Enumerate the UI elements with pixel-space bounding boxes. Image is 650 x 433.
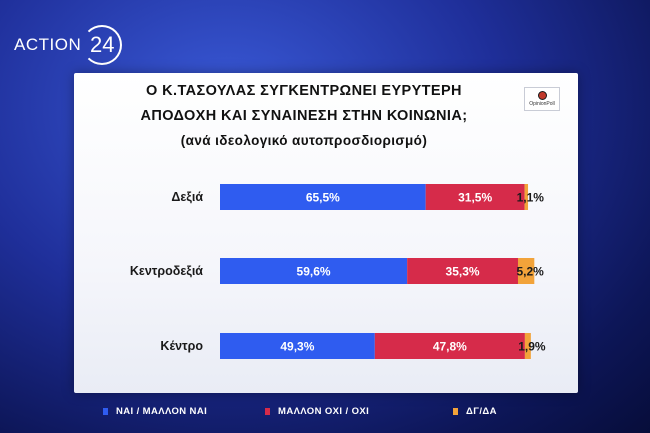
pollster-logo-text: OpinionPoll <box>529 101 555 107</box>
bar-segment-yes <box>220 258 408 284</box>
chart-subtitle: (ανά ιδεολογικό αυτοπροσδιορισμό) <box>180 133 428 148</box>
chart-title-line-2: ΑΠΟΔΟΧΗ ΚΑΙ ΣΥΝΑΙΝΕΣΗ ΣΤΗΝ ΚΟΙΝΩΝΙΑ; <box>140 108 468 124</box>
data-label-dk: 1,1% <box>517 191 545 205</box>
legend-item-dk: ΔΓ/ΔΑ <box>453 406 497 417</box>
bar-segment-dk <box>524 333 531 359</box>
legend-swatch-no <box>265 408 270 415</box>
data-label-yes: 49,3% <box>280 340 314 354</box>
bar-segment-no <box>407 258 518 284</box>
legend-swatch-yes <box>103 408 108 415</box>
data-label-no: 47,8% <box>433 340 467 354</box>
pollster-logo-icon <box>537 91 547 100</box>
legend-item-yes: ΝΑΙ / ΜΑΛΛΟΝ ΝΑΙ <box>103 406 207 417</box>
legend-label-yes: ΝΑΙ / ΜΑΛΛΟΝ ΝΑΙ <box>116 406 208 417</box>
chart-title: Ο Κ.ΤΑΣΟΥΛΑΣ ΣΥΓΚΕΝΤΡΩΝΕΙ ΕΥΡΥΤΕΡΗ ΑΠΟΔΟ… <box>84 79 524 153</box>
legend-label-dk: ΔΓ/ΔΑ <box>466 406 497 417</box>
category-label: Κεντροδεξιά <box>130 264 203 278</box>
chart-legend: ΝΑΙ / ΜΑΛΛΟΝ ΝΑΙ ΜΑΛΛΟΝ ΟΧΙ / ΟΧΙ ΔΓ/ΔΑ <box>0 404 650 424</box>
category-label: Κέντρο <box>160 339 203 353</box>
data-label-dk: 5,2% <box>516 265 544 279</box>
channel-logo: ACTION 24 <box>14 20 123 70</box>
data-label-no: 31,5% <box>458 191 492 205</box>
chart-title-line-1: Ο Κ.ΤΑΣΟΥΛΑΣ ΣΥΓΚΕΝΤΡΩΝΕΙ ΕΥΡΥΤΕΡΗ <box>146 83 462 99</box>
bar-segment-dk <box>517 258 535 284</box>
data-label-yes: 65,5% <box>306 191 340 205</box>
legend-label-no: ΜΑΛΛΟΝ ΟΧΙ / ΟΧΙ <box>278 406 370 417</box>
legend-item-no: ΜΑΛΛΟΝ ΟΧΙ / ΟΧΙ <box>265 406 369 417</box>
bar-segment-no <box>425 184 525 210</box>
data-label-yes: 59,6% <box>297 265 331 279</box>
bar-segment-no <box>374 333 525 359</box>
bar-segment-dk <box>524 184 529 210</box>
channel-logo-text: ACTION <box>14 35 82 54</box>
pollster-logo: OpinionPoll <box>524 87 560 111</box>
bar-segment-yes <box>220 333 375 359</box>
bar-segment-yes <box>220 184 426 210</box>
channel-logo-number: 24 <box>82 25 123 65</box>
data-label-no: 35,3% <box>446 265 480 279</box>
legend-swatch-dk <box>453 408 458 415</box>
data-label-dk: 1,9% <box>518 340 546 354</box>
category-label: Δεξιά <box>171 190 203 204</box>
